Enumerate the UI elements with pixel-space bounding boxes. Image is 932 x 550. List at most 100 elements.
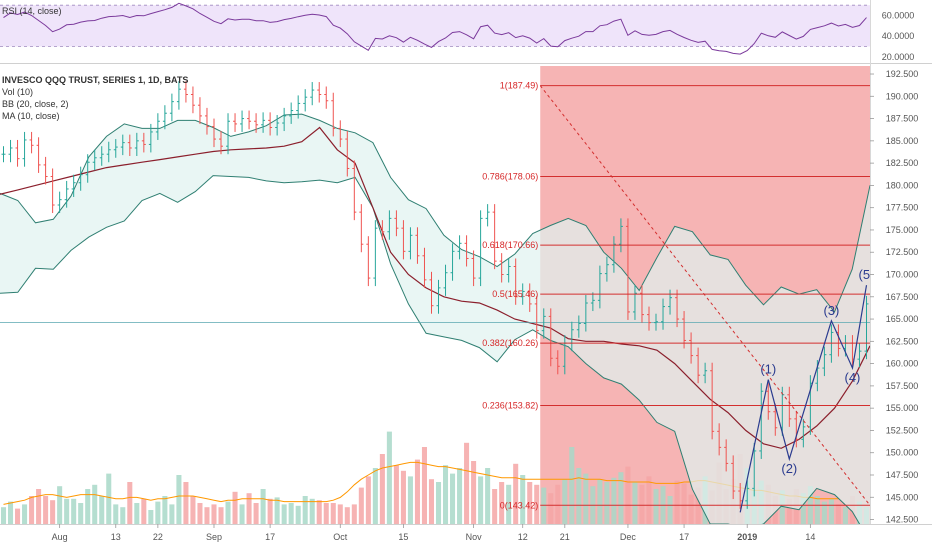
price-tick-label: 152.500 [886,425,919,435]
volume-bar [302,496,308,524]
volume-bar [365,476,371,524]
time-tick-label: Sep [206,532,222,542]
volume-bar [246,493,252,524]
price-bar [408,227,413,260]
price-bar [822,346,827,377]
volume-bar [372,468,378,524]
price-bar [548,308,553,367]
price-bar [71,174,76,197]
time-tick-label: 12 [518,532,528,542]
volume-bar [309,498,315,524]
price-bar [443,264,448,296]
price-bar [310,82,315,106]
volume-bar [99,496,105,524]
volume-bar [85,489,91,524]
price-bar [759,383,764,459]
volume-bar [232,491,238,524]
fib-level-label: 1(187.49) [500,81,539,91]
price-bar [724,439,729,472]
fib-trend-line [539,85,871,506]
volume-bar [562,479,568,524]
price-bar [148,123,153,153]
volume-bar [267,498,273,524]
time-tick-label: 15 [398,532,408,542]
price-bar [794,410,799,448]
price-tick-label: 165.000 [886,314,919,324]
price-bar [689,332,694,364]
volume-bar [442,465,449,524]
volume-bar [407,476,413,524]
volume-bar [204,507,210,524]
volume-bar [288,503,294,524]
price-panel: 1(187.49) 0.786(178.06) 0.618(170.66) 0.5(1… [0,66,874,543]
volume-bar [695,487,701,524]
price-bar [92,149,97,171]
legend-volume: Vol (10) [2,87,33,97]
price-bar [85,154,90,183]
price-bar [22,131,27,167]
price-bar [289,102,294,124]
volume-bar [435,482,442,524]
price-bar [597,265,602,309]
price-bar [618,218,623,253]
volume-bar [316,500,322,524]
price-bar [787,386,792,427]
price-tick-label: 172.500 [886,247,919,257]
price-bar [766,383,771,420]
price-bar [345,131,350,177]
price-bar [857,343,862,368]
price-bar [190,86,195,114]
rsi-band [0,5,870,47]
rsi-tick-label: 40.0000 [882,31,915,41]
volume-bar [190,496,196,524]
volume-bar [653,489,659,524]
price-bar [43,156,48,185]
volume-bar [569,447,575,524]
price-bar [324,86,329,109]
price-tick-label: 145.000 [886,492,919,502]
moving-average-line [0,126,871,449]
volume-bar [36,489,42,524]
time-tick-label: Oct [333,532,348,542]
price-bar [29,131,34,154]
volume-bar [57,486,63,524]
price-bar [275,115,280,136]
volume-bar [344,507,350,524]
fib-level-label: 0.382(160.26) [482,338,538,348]
wave-label: (1) [760,362,776,377]
price-bar [471,250,476,287]
price-bar [359,204,364,253]
price-bar [646,306,651,331]
price-bar [373,220,378,287]
fib-level-label: 0.618(170.66) [482,240,538,250]
volume-bar [134,503,140,524]
volume-bar [464,442,470,524]
price-bar [387,210,392,240]
volume-bar [485,468,491,524]
volume-bar [534,484,540,524]
volume-bar [337,504,343,524]
price-tick-label: 155.000 [886,403,919,413]
price-bar [478,210,483,287]
volume-bar [639,484,645,524]
price-bar [527,283,532,312]
wave-label: (3) [823,303,839,318]
volume-bar [492,489,498,524]
price-bar [682,311,687,349]
rsi-line [3,2,867,55]
volume-bar [576,468,582,524]
price-bar [485,204,490,227]
rsi-tick-label: 20.0000 [882,52,915,62]
volume-bar [821,501,827,524]
time-tick-label: 17 [265,532,275,542]
price-bar [457,235,462,260]
price-bar [436,279,441,314]
price-bar [106,141,111,163]
volume-bar [7,501,14,524]
price-bar [745,480,750,509]
price-bar [492,204,497,270]
volume-bar [323,503,329,524]
volume-bar [457,468,463,524]
